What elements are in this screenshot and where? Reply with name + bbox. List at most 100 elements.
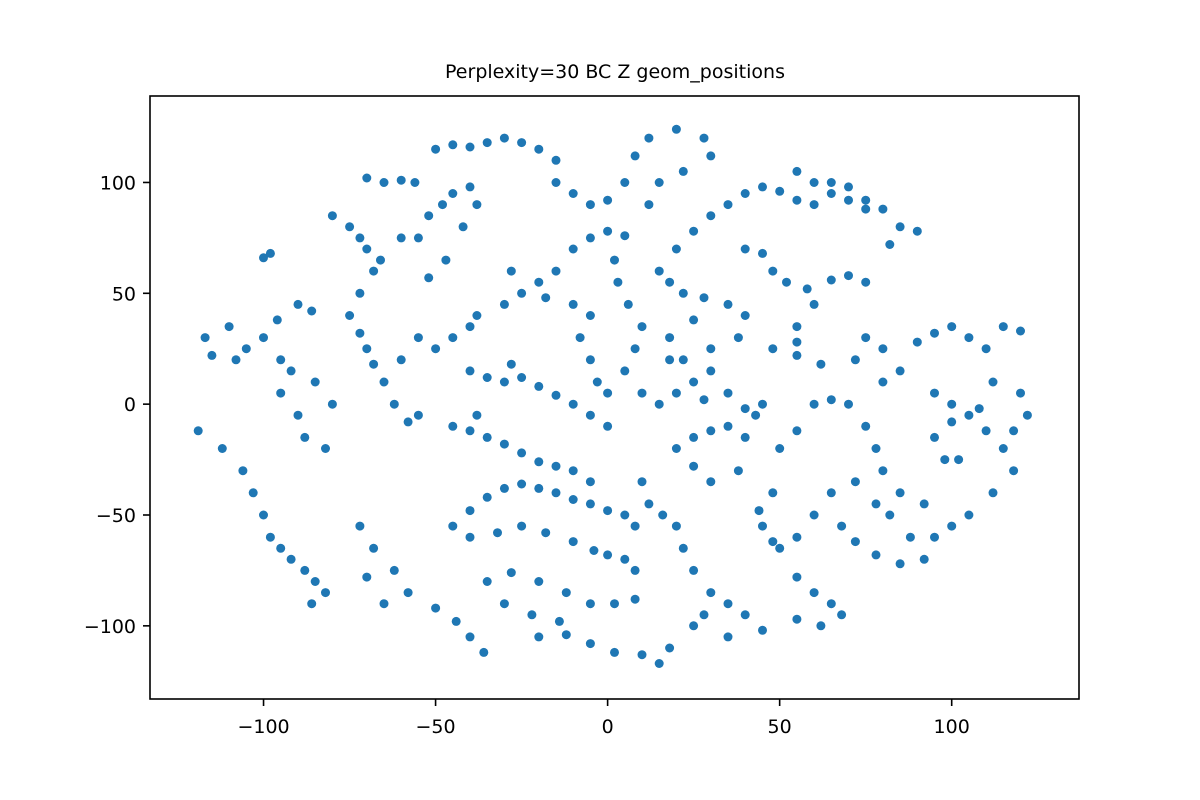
data-point — [837, 610, 847, 620]
data-point — [1016, 326, 1025, 336]
data-point — [458, 222, 468, 232]
data-point — [259, 333, 268, 343]
data-point — [472, 410, 482, 420]
data-point — [310, 377, 320, 387]
data-point — [534, 483, 544, 493]
data-point — [575, 333, 585, 343]
data-point — [964, 333, 974, 343]
data-point — [850, 355, 860, 365]
data-point — [723, 388, 733, 398]
data-point — [775, 444, 785, 453]
data-point — [506, 359, 516, 369]
data-point — [981, 344, 991, 354]
data-point — [740, 244, 750, 254]
data-point — [499, 133, 509, 143]
data-point — [286, 554, 296, 564]
data-point — [754, 506, 764, 516]
x-tick-label: −50 — [416, 716, 456, 738]
data-point — [775, 186, 785, 196]
data-point — [589, 546, 599, 555]
data-point — [630, 151, 640, 161]
data-point — [706, 344, 716, 354]
data-point — [300, 565, 310, 575]
data-point — [768, 266, 778, 276]
data-point — [554, 616, 564, 626]
data-point — [499, 439, 509, 449]
data-point — [424, 273, 434, 283]
data-point — [499, 377, 509, 387]
data-point — [706, 211, 716, 221]
data-point — [792, 572, 802, 582]
data-point — [506, 266, 516, 276]
data-point — [654, 266, 664, 276]
data-point — [603, 421, 613, 431]
data-point — [379, 377, 389, 387]
data-point — [658, 510, 668, 520]
data-point — [1022, 410, 1032, 420]
data-point — [541, 293, 551, 303]
data-point — [307, 599, 317, 609]
data-point — [465, 506, 475, 516]
data-point — [506, 568, 516, 578]
data-point — [541, 528, 551, 538]
x-tick-label: 50 — [768, 716, 792, 738]
y-tick-label: −50 — [96, 505, 136, 527]
data-point — [912, 226, 922, 236]
data-point — [706, 426, 716, 436]
data-point — [517, 479, 527, 489]
data-point — [355, 233, 365, 243]
data-point — [259, 253, 268, 263]
data-point — [431, 144, 441, 154]
data-point — [620, 554, 630, 564]
data-point — [723, 632, 733, 642]
data-point — [644, 200, 654, 210]
data-point — [465, 532, 475, 542]
data-point — [792, 337, 802, 347]
data-point — [403, 588, 413, 598]
data-point — [534, 457, 544, 467]
x-axis: −100 −50 0 50 100 — [237, 699, 970, 738]
data-point — [947, 399, 957, 409]
data-point — [465, 632, 475, 642]
data-point — [620, 510, 630, 520]
data-point — [448, 189, 458, 198]
data-point — [585, 200, 595, 210]
data-point — [878, 204, 888, 214]
data-point — [472, 200, 482, 210]
data-point — [861, 204, 871, 214]
data-point — [816, 621, 826, 631]
data-point — [410, 178, 420, 187]
data-point — [706, 366, 716, 376]
data-point — [988, 377, 998, 387]
data-point — [826, 599, 836, 609]
data-point — [792, 166, 802, 176]
data-point — [637, 477, 647, 487]
data-point — [610, 647, 619, 657]
data-point — [465, 182, 475, 192]
data-point — [369, 266, 379, 276]
data-point — [603, 506, 613, 516]
data-point — [272, 315, 282, 325]
data-point — [861, 421, 871, 431]
data-point — [200, 333, 210, 343]
data-point — [802, 284, 812, 294]
data-point — [665, 643, 675, 653]
data-point — [231, 355, 241, 365]
plot-frame — [149, 95, 1080, 700]
data-point — [431, 344, 441, 354]
data-point — [844, 182, 853, 192]
data-point — [671, 388, 681, 398]
data-point — [482, 432, 492, 442]
data-points — [193, 124, 1032, 668]
data-point — [678, 355, 688, 365]
data-point — [844, 195, 853, 205]
data-point — [912, 337, 922, 347]
data-point — [885, 510, 895, 520]
data-point — [861, 277, 871, 287]
data-point — [689, 621, 699, 631]
data-point — [568, 299, 578, 309]
data-point — [671, 124, 681, 134]
data-point — [534, 144, 544, 154]
data-point — [671, 521, 681, 531]
